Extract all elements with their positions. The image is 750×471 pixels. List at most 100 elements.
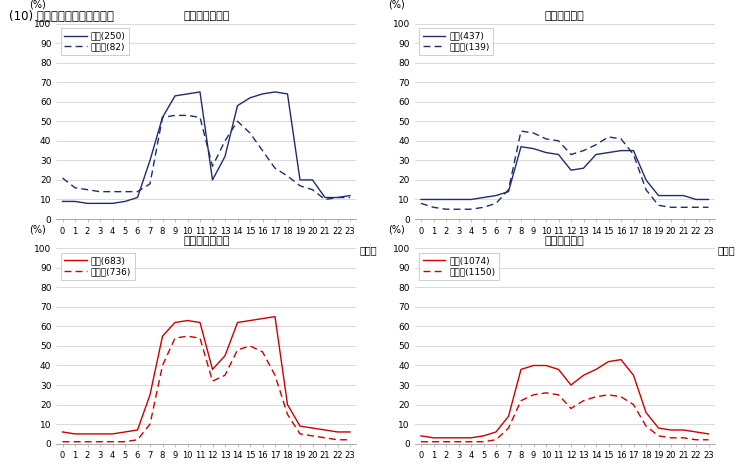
正規(250): [133, 195, 142, 200]
Line: 非正規(736): 非正規(736): [62, 336, 350, 442]
非正規(1150): [592, 394, 601, 399]
正規(437): [679, 193, 688, 198]
非正規(82): [146, 181, 154, 187]
非正規(139): [667, 204, 676, 210]
非正規(82): [83, 187, 92, 193]
非正規(139): [442, 206, 451, 212]
非正規(139): [616, 136, 626, 142]
正規(250): [333, 195, 342, 200]
正規(437): [542, 150, 550, 155]
正規(683): [245, 318, 254, 324]
非正規(82): [70, 185, 80, 191]
正規(250): [271, 89, 280, 95]
正規(683): [308, 425, 317, 431]
正規(437): [529, 146, 538, 152]
非正規(736): [296, 431, 304, 437]
Text: (%): (%): [29, 0, 46, 10]
非正規(139): [579, 148, 588, 154]
非正規(139): [692, 204, 700, 210]
非正規(139): [554, 138, 563, 144]
Title: 女性（土日）: 女性（土日）: [544, 236, 585, 246]
正規(437): [479, 195, 488, 200]
正規(1074): [566, 382, 575, 388]
非正規(139): [429, 204, 438, 210]
Line: 正規(250): 正規(250): [62, 92, 350, 203]
非正規(736): [95, 439, 104, 445]
非正規(82): [158, 114, 167, 120]
非正規(736): [333, 437, 342, 443]
正規(250): [146, 157, 154, 163]
Title: 女性（月～金）: 女性（月～金）: [183, 236, 230, 246]
正規(1074): [442, 435, 451, 441]
非正規(82): [233, 119, 242, 124]
正規(683): [208, 366, 217, 372]
正規(250): [108, 201, 117, 206]
非正規(82): [308, 187, 317, 193]
正規(1074): [466, 435, 476, 441]
正規(683): [133, 427, 142, 433]
非正規(736): [220, 373, 230, 378]
正規(1074): [654, 425, 663, 431]
Text: (10) 介護サービス職業従事者: (10) 介護サービス職業従事者: [9, 10, 114, 24]
正規(437): [704, 197, 713, 203]
正規(437): [429, 197, 438, 203]
非正規(736): [70, 439, 80, 445]
非正規(139): [641, 187, 650, 193]
非正規(139): [566, 152, 575, 157]
正規(683): [183, 318, 192, 324]
非正規(1150): [466, 439, 476, 445]
非正規(1150): [616, 394, 626, 399]
非正規(139): [654, 203, 663, 208]
非正規(1150): [529, 392, 538, 398]
非正規(736): [170, 335, 179, 341]
非正規(82): [58, 175, 67, 181]
非正規(1150): [554, 392, 563, 398]
正規(250): [196, 89, 205, 95]
正規(437): [654, 193, 663, 198]
正規(437): [504, 189, 513, 195]
非正規(139): [604, 134, 613, 140]
非正規(1150): [566, 406, 575, 411]
Line: 非正規(139): 非正規(139): [421, 131, 709, 209]
正規(683): [170, 320, 179, 325]
非正規(1150): [629, 402, 638, 407]
非正規(1150): [504, 425, 513, 431]
非正規(1150): [654, 433, 663, 439]
非正規(736): [233, 347, 242, 353]
正規(250): [346, 193, 355, 198]
非正規(736): [320, 435, 329, 441]
非正規(736): [83, 439, 92, 445]
正規(250): [258, 91, 267, 97]
正規(683): [158, 333, 167, 339]
正規(683): [346, 429, 355, 435]
正規(1074): [692, 429, 700, 435]
非正規(139): [517, 128, 526, 134]
非正規(1150): [579, 398, 588, 404]
正規(437): [466, 197, 476, 203]
正規(683): [271, 314, 280, 319]
正規(437): [604, 150, 613, 155]
Text: （時）: （時）: [718, 470, 735, 471]
Text: （時）: （時）: [359, 245, 376, 255]
非正規(82): [108, 189, 117, 195]
正規(437): [554, 152, 563, 157]
正規(683): [108, 431, 117, 437]
正規(1074): [629, 373, 638, 378]
正規(250): [283, 91, 292, 97]
正規(437): [667, 193, 676, 198]
正規(1074): [616, 357, 626, 363]
正規(683): [283, 402, 292, 407]
正規(250): [320, 195, 329, 200]
非正規(82): [170, 113, 179, 118]
Line: 正規(437): 正規(437): [421, 146, 709, 200]
非正規(1150): [542, 390, 550, 396]
非正規(82): [283, 173, 292, 179]
正規(250): [70, 199, 80, 204]
非正規(139): [629, 152, 638, 157]
非正規(82): [196, 114, 205, 120]
Line: 非正規(82): 非正規(82): [62, 115, 350, 200]
正規(250): [95, 201, 104, 206]
正規(250): [170, 93, 179, 99]
正規(1074): [554, 366, 563, 372]
正規(683): [220, 353, 230, 358]
